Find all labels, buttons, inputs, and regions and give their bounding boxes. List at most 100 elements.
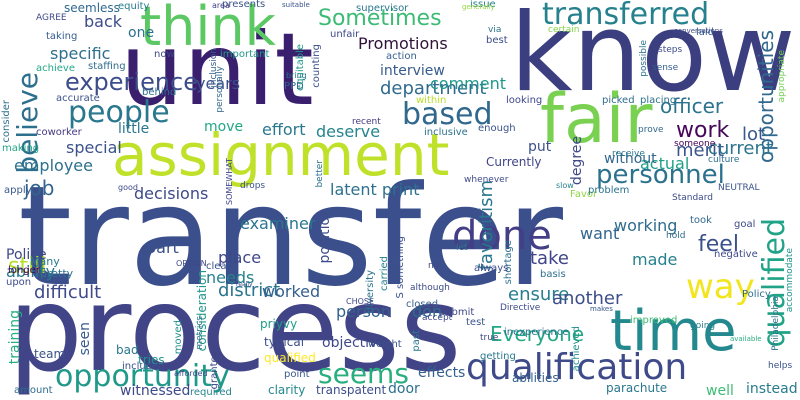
word: generally [462,3,495,11]
word: worked [262,282,321,301]
word: needs [206,268,255,287]
word: afforded [174,369,208,378]
word: metrics [195,316,205,350]
word: Favor [570,189,598,200]
word: taking [46,31,78,42]
word: available [730,335,762,343]
word: best [486,35,508,46]
word: makes [590,305,613,313]
word: bad [116,343,139,357]
word: presents [222,0,266,10]
word: SOMEWHAT [225,158,234,205]
word: personnel [596,160,725,190]
word: equity [118,1,150,12]
word: bring [286,71,307,80]
word: difficult [34,282,102,303]
word: basis [540,269,566,280]
word: people [68,95,170,130]
word: effects [418,365,466,381]
word: amount [14,385,53,396]
word: looking [506,95,543,106]
word: comment [430,74,507,93]
word: deserve [316,122,381,141]
word: personally [215,66,225,113]
word: appropriate [777,50,787,103]
word: pretty [40,267,74,280]
word: granted [209,350,220,390]
word: examiner [240,214,316,233]
word: time [610,299,737,364]
word: fair [540,80,653,159]
word: improved [630,315,678,326]
word: going [690,321,716,331]
word: parachute [606,381,668,395]
word: placing [640,95,677,106]
word: AGREE [36,13,67,23]
word: Currently [486,155,542,169]
word: prove [638,125,664,135]
word: true [480,333,499,343]
word: years [196,74,241,93]
word: latent print [330,180,420,199]
word: weight [368,339,402,350]
word: whenever [464,175,509,185]
word: issue [470,0,496,10]
word: specific [50,44,111,63]
word: NEUTRAL [718,183,760,193]
word: transfer [18,156,563,317]
word: ensure [508,284,570,305]
word: point [284,369,310,380]
word: enough [478,123,516,134]
word: favoritism [476,180,497,271]
word: test [466,317,486,328]
word: one [128,25,155,41]
word: problem [588,185,630,196]
word: achieved [571,326,582,372]
word: made [632,250,678,269]
word: seems [318,357,409,390]
word: think [140,0,276,58]
word: past [411,330,422,352]
word: feel [698,232,739,257]
word: experience [65,68,199,96]
word: don [412,302,443,321]
word: move [204,119,244,135]
word: Sometimes [318,6,442,31]
word: making [2,143,40,154]
word: Many [30,255,60,268]
word: good [118,183,138,192]
word: action [386,51,417,62]
word: always [474,263,509,274]
word: well [706,383,734,399]
word: accommodate [785,248,795,313]
word: apply [4,185,32,196]
word: drops [240,181,266,191]
word: want [580,224,620,243]
word: part [146,238,179,257]
word: coworker [36,127,82,138]
word: little [118,121,150,137]
word: PPD [284,81,304,92]
word: qualified [264,351,316,365]
word: moved [173,320,184,355]
word: inclusive [424,127,468,138]
word: place [218,248,262,267]
word: Everyone [490,322,585,346]
word: S something [395,236,406,299]
word: officer [660,94,724,118]
word: area [212,1,230,10]
word: submit [440,307,475,318]
word: via [488,25,502,35]
word: took [690,215,712,226]
word: certain [548,25,580,35]
word: employee [14,156,93,175]
word: clear [206,261,231,272]
word: Philadelphia [771,296,781,351]
word: behind [142,87,177,98]
word: equitable [295,44,306,91]
word: laid [696,27,715,38]
word: now [154,49,175,60]
word: back [84,12,123,31]
word: goal [734,219,756,230]
